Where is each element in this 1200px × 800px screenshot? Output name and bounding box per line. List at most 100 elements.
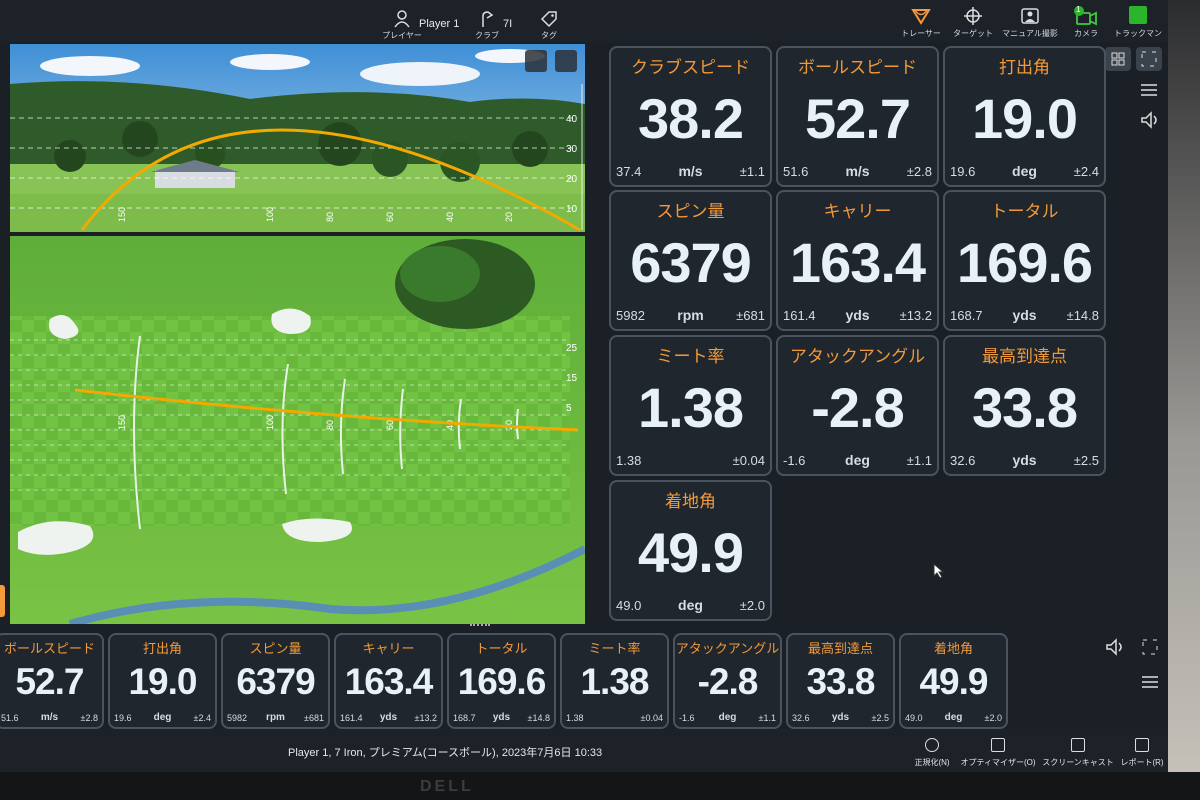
metric-unit: m/s [678,163,703,179]
metric-unit: yds [492,712,511,723]
metric-label: スピン量 [249,641,302,656]
metric-value: 52.7 [15,661,84,702]
action-label[interactable]: 正規化(N) [914,758,950,767]
player-icon[interactable] [394,10,410,28]
game-view: 40 30 20 10 150 100 80 60 40 20 25 15 5 150 100 80 60 40… [10,44,585,624]
distance-label: 20 [504,212,514,222]
side-handle[interactable] [0,585,5,617]
metric-tile[interactable]: 着地角 49.9 49.0 deg ±2.0 [899,633,1008,729]
metric-average: -1.6 [679,713,695,723]
metric-average: 161.4 [340,713,363,723]
metric-tile[interactable]: 打出角 19.0 19.6 deg ±2.4 [943,46,1106,187]
club-icon[interactable] [479,10,495,28]
metric-average: 5982 [227,713,248,723]
metric-unit: deg [678,597,703,613]
metric-spread: ±1.1 [758,713,776,723]
metric-unit: m/s [845,163,870,179]
trackman-icon[interactable] [1128,5,1148,25]
metric-tile[interactable]: アタックアングル -2.8 -1.6 deg ±1.1 [673,633,782,729]
metric-spread: ±14.8 [527,713,550,723]
metric-value: -2.8 [697,661,759,702]
metric-unit: yds [379,712,398,723]
metric-average: 37.4 [616,164,642,179]
metric-label: ミート率 [588,641,641,656]
action-icon[interactable] [1071,738,1085,752]
offline-label: 5 [566,403,572,414]
tool-label[interactable]: トレーサー [901,29,941,38]
action-label[interactable]: レポート(R) [1120,758,1164,767]
metric-value: 1.38 [638,376,744,439]
action-icon[interactable] [991,738,1005,752]
action-icon[interactable] [925,738,939,752]
metric-label: ボールスピード [3,641,95,656]
metric-value: 52.7 [805,87,911,150]
metric-tile[interactable]: トータル 169.6 168.7 yds ±14.8 [447,633,556,729]
metric-value: 1.38 [580,661,649,702]
tag-icon[interactable] [540,10,558,28]
metric-average: 1.38 [566,713,584,723]
metric-spread: ±2.8 [80,713,98,723]
metric-tile[interactable]: アタックアングル -2.8 -1.6 deg ±1.1 [776,335,939,476]
metric-spread: ±0.04 [640,713,663,723]
distance-label: 60 [385,212,395,222]
metric-tile[interactable]: ボールスピード 52.7 51.6 m/s ±2.8 [776,46,939,187]
metric-average: 161.4 [783,308,816,323]
metric-spread: ±13.2 [899,308,932,323]
tool-label[interactable]: カメラ [1074,29,1098,38]
monitor-brand: DELL [420,778,474,795]
splitter[interactable] [470,624,490,630]
metric-tile[interactable]: ミート率 1.38 1.38 ±0.04 [609,335,772,476]
metric-label: ボールスピード [798,58,917,77]
metric-tile[interactable]: キャリー 163.4 161.4 yds ±13.2 [776,190,939,331]
height-label: 40 [566,114,578,125]
metric-tile[interactable]: 最高到達点 33.8 32.6 yds ±2.5 [943,335,1106,476]
metric-unit: deg [718,712,737,723]
metric-label: 打出角 [142,641,182,656]
metric-average: 49.0 [905,713,923,723]
metric-value: -2.8 [811,376,905,439]
action-label[interactable]: スクリーンキャスト [1042,758,1114,767]
metric-label: トータル [990,202,1059,221]
metric-tile[interactable]: 最高到達点 33.8 32.6 yds ±2.5 [786,633,895,729]
camera-icon[interactable] [1074,6,1098,26]
status-text: Player 1, 7 Iron, プレミアム(コースボール), 2023年7月… [288,747,603,759]
metric-spread: ±2.5 [871,713,889,723]
target-icon[interactable] [963,6,983,26]
metric-unit: rpm [266,712,285,723]
status-bar [0,729,1168,772]
height-label: 30 [566,144,578,155]
metric-tile[interactable]: 打出角 19.0 19.6 deg ±2.4 [108,633,217,729]
metric-tile[interactable]: 着地角 49.9 49.0 deg ±2.0 [609,480,772,621]
metric-tile[interactable]: スピン量 6379 5982 rpm ±681 [609,190,772,331]
distance-label: 40 [445,212,455,222]
metric-tile[interactable]: トータル 169.6 168.7 yds ±14.8 [943,190,1106,331]
action-label[interactable]: オプティマイザー(O) [960,758,1036,767]
metric-tile[interactable]: クラブスピード 38.2 37.4 m/s ±1.1 [609,46,772,187]
distance-label: 20 [504,420,514,430]
metric-spread: ±1.1 [739,164,765,179]
distance-label: 100 [265,415,275,430]
metric-average: 32.6 [950,453,976,468]
metric-tile[interactable]: キャリー 163.4 161.4 yds ±13.2 [334,633,443,729]
metric-unit: m/s [40,712,59,723]
metric-spread: ±0.04 [732,453,765,468]
action-icon[interactable] [1135,738,1149,752]
metric-label: キャリー [823,202,892,221]
metric-unit: yds [845,307,870,323]
metric-tile[interactable]: ボールスピード 52.7 51.6 m/s ±2.8 [0,633,104,729]
tool-label[interactable]: ターゲット [953,29,993,38]
metric-spread: ±681 [736,308,765,323]
metric-average: 1.38 [616,453,642,468]
tool-label[interactable]: トラックマン [1114,29,1162,38]
metric-tile[interactable]: ミート率 1.38 1.38 ±0.04 [560,633,669,729]
tracer-icon[interactable] [911,7,931,25]
panel-controls[interactable] [1104,46,1168,136]
strip-controls[interactable] [1105,637,1165,697]
manual-capture-icon[interactable] [1020,7,1040,25]
metric-average: 51.6 [1,713,19,723]
tool-label[interactable]: マニュアル撮影 [1002,29,1058,38]
club-name[interactable]: 7I [503,18,513,30]
player-name[interactable]: Player 1 [419,18,460,30]
metric-tile[interactable]: スピン量 6379 5982 rpm ±681 [221,633,330,729]
